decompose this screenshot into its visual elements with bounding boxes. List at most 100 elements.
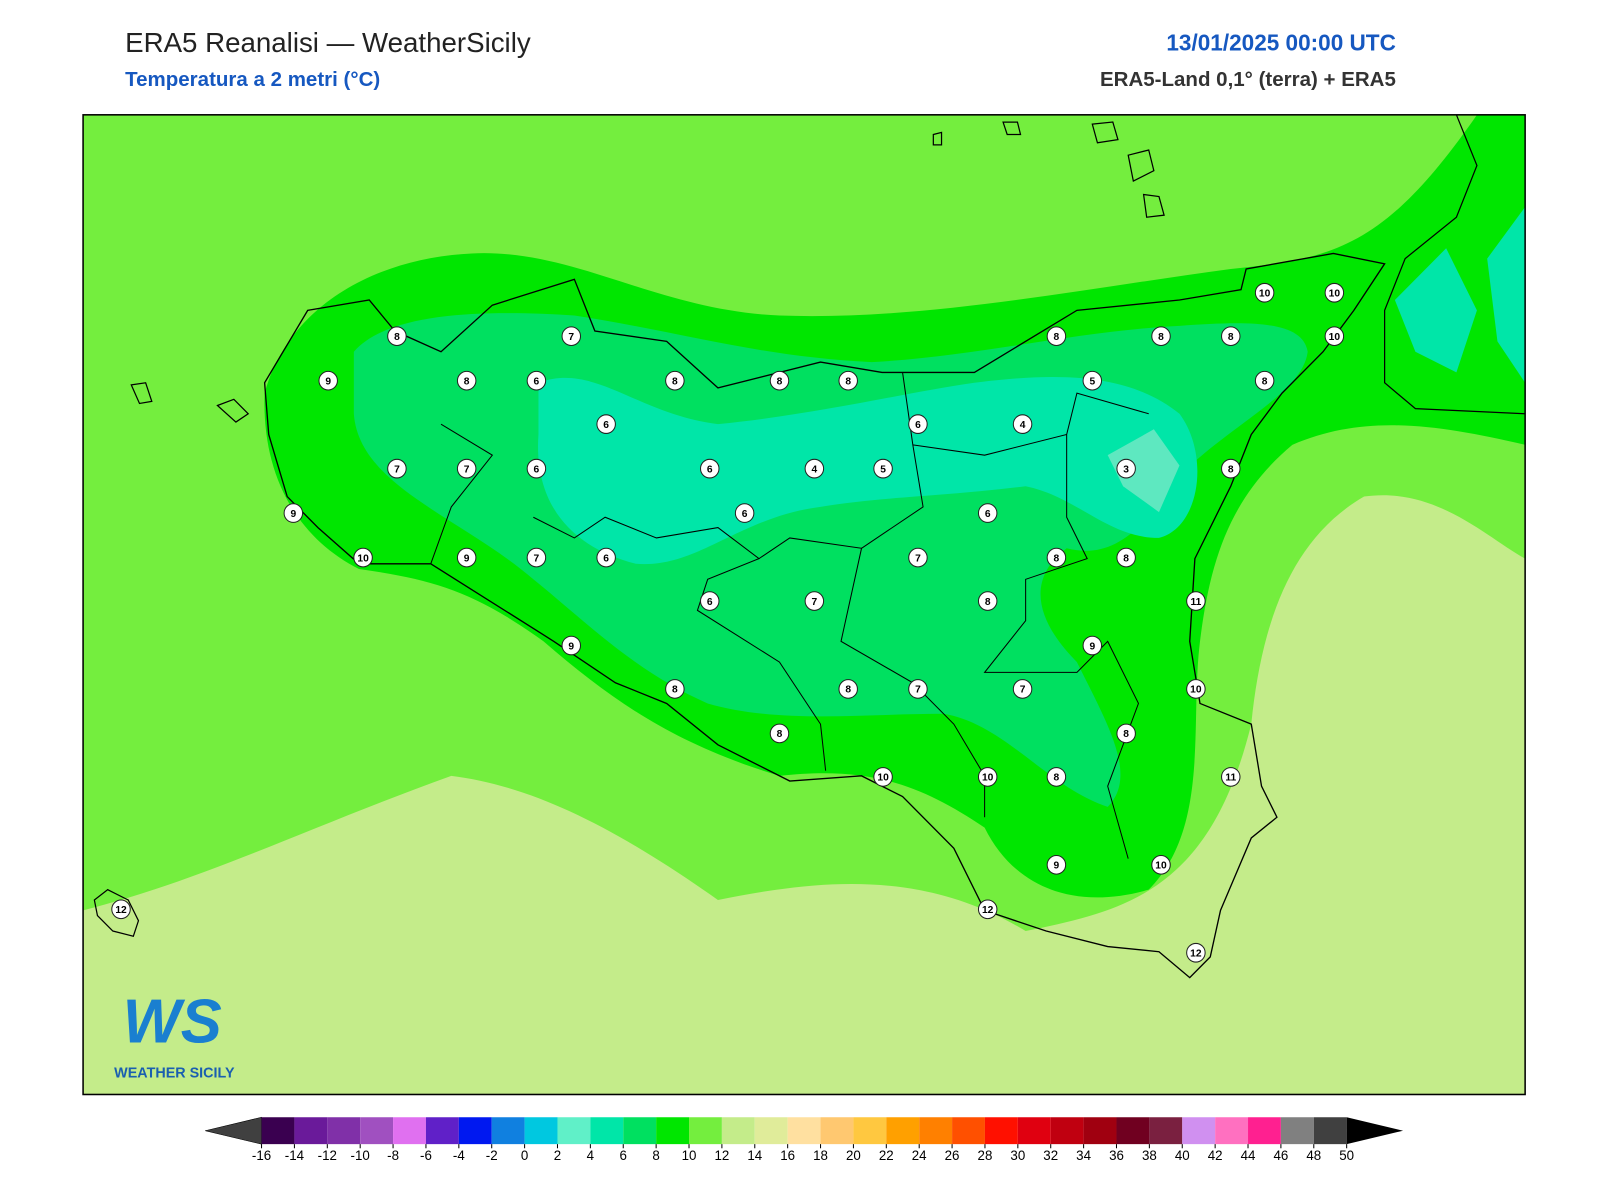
station-value: 7 <box>464 464 470 475</box>
station-marker <box>1254 370 1275 391</box>
colorbar-bin <box>557 1117 591 1145</box>
colorbar-bin <box>754 1117 788 1145</box>
colorbar-tick-label: 30 <box>1010 1148 1025 1163</box>
colorbar-bin <box>919 1117 953 1145</box>
province-border <box>430 372 1149 859</box>
station-marker <box>1221 458 1241 479</box>
station-marker <box>1186 679 1206 699</box>
station-value: 7 <box>915 685 921 696</box>
station-value: 8 <box>394 332 400 343</box>
colorbar-tick-label: 2 <box>554 1148 561 1163</box>
map-frame <box>82 114 1526 1096</box>
colorbar: -16 -14 -12 -10 -8 -6 -4 -2 0 2 4 6 8 10 12 14 16 18 20 22 2… <box>205 1116 1404 1163</box>
colorbar-tick-label: 34 <box>1076 1148 1091 1163</box>
station-marker <box>769 723 790 744</box>
colorbar-tick-label: 4 <box>587 1148 595 1163</box>
logo-mark: WS <box>123 987 222 1056</box>
station-value: 8 <box>1123 553 1129 564</box>
station-value: 10 <box>1329 332 1341 343</box>
band-4-6 <box>538 377 1198 565</box>
station-marker <box>1082 635 1103 656</box>
colorbar-tick-label: -14 <box>285 1148 305 1163</box>
colorbar-tick-label: 40 <box>1175 1148 1190 1163</box>
colorbar-bin <box>820 1117 854 1145</box>
colorbar-tick-label: 36 <box>1109 1148 1124 1163</box>
station-value: 8 <box>1123 729 1129 740</box>
station-marker <box>526 458 547 479</box>
station-marker <box>561 635 582 656</box>
colorbar-bin <box>1182 1117 1216 1145</box>
station-marker <box>1116 458 1136 479</box>
colorbar-tick-label: 44 <box>1241 1148 1256 1163</box>
station-marker <box>873 458 893 479</box>
station-marker <box>456 370 477 391</box>
station-marker <box>700 591 720 611</box>
colorbar-bin <box>590 1117 624 1145</box>
colorbar-tick-label: -8 <box>387 1148 399 1163</box>
station-value: 9 <box>1054 861 1060 872</box>
station-marker <box>526 370 547 391</box>
colorbar-bin <box>787 1117 821 1145</box>
station-value: 10 <box>1190 685 1202 696</box>
colorbar-tick-label: 24 <box>912 1148 927 1163</box>
station-marker <box>353 547 373 568</box>
colorbar-tick-label: 8 <box>652 1148 659 1163</box>
station-value: 7 <box>1020 685 1026 696</box>
colorbar-tick-label: 18 <box>813 1148 828 1163</box>
station-value: 7 <box>568 332 574 343</box>
colorbar-bin <box>1215 1117 1249 1145</box>
station-value: 8 <box>1262 376 1268 387</box>
station-marker <box>526 547 547 568</box>
colorbar-bin <box>689 1117 722 1145</box>
colorbar-tick-label: 22 <box>879 1148 894 1163</box>
station-value: 6 <box>603 553 609 564</box>
station-marker <box>456 458 477 479</box>
subtitle: Temperatura a 2 metri (°C) <box>125 68 380 91</box>
colorbar-bin <box>261 1117 295 1145</box>
station-value: 8 <box>672 376 678 387</box>
station-value: 6 <box>742 509 748 520</box>
colorbar-bin <box>1083 1117 1117 1145</box>
station-marker <box>1082 370 1103 391</box>
station-value: 8 <box>845 685 851 696</box>
station-value: 8 <box>1158 332 1164 343</box>
station-value: 7 <box>812 597 818 608</box>
station-value: 5 <box>880 464 886 475</box>
colorbar-tick-label: 42 <box>1208 1148 1223 1163</box>
station-marker <box>838 370 858 391</box>
colorbar-bin <box>491 1117 525 1145</box>
station-marker <box>1221 326 1241 347</box>
colorbar-tick-label: 48 <box>1306 1148 1321 1163</box>
station-value: 8 <box>845 376 851 387</box>
colorbar-bin <box>721 1117 755 1145</box>
station-value: 7 <box>394 464 400 475</box>
station-value: 6 <box>534 376 540 387</box>
station-marker <box>1186 591 1206 611</box>
title: ERA5 Reanalisi — WeatherSicily <box>125 27 531 58</box>
station-value: 8 <box>985 597 991 608</box>
colorbar-bin <box>425 1117 459 1145</box>
colorbar-bin <box>1280 1117 1314 1145</box>
calabria-coast <box>1384 114 1526 415</box>
station-value: 8 <box>672 685 678 696</box>
station-value: 12 <box>1190 948 1202 959</box>
colorbar-tick-label: -16 <box>252 1148 271 1163</box>
station-marker <box>804 591 825 611</box>
station-value: 8 <box>1054 773 1060 784</box>
colorbar-tick-label: 50 <box>1339 1148 1354 1163</box>
coastline <box>263 252 1386 979</box>
colorbar-tick-label: 26 <box>945 1148 960 1163</box>
colorbar-bin <box>623 1117 657 1145</box>
colorbar-tick-label: 14 <box>747 1148 762 1163</box>
station-value: 9 <box>464 553 470 564</box>
station-value: 6 <box>707 464 713 475</box>
station-value: 11 <box>1190 597 1201 608</box>
station-value: 8 <box>777 729 783 740</box>
station-marker <box>387 326 407 347</box>
colorbar-tick-label: -2 <box>486 1148 498 1163</box>
station-marker <box>596 547 616 568</box>
station-marker <box>908 414 928 434</box>
station-value: 8 <box>1228 332 1234 343</box>
station-value: 6 <box>603 420 609 431</box>
